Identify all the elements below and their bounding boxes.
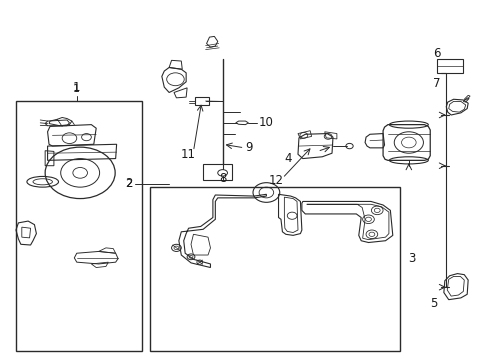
Text: 8: 8 <box>219 172 226 185</box>
Bar <box>16 102 142 351</box>
Text: 4: 4 <box>284 152 291 165</box>
Bar <box>203 164 232 180</box>
Text: 5: 5 <box>429 297 437 310</box>
Bar <box>195 97 208 105</box>
Text: 2: 2 <box>125 179 132 189</box>
Text: 1: 1 <box>73 84 80 94</box>
Text: 12: 12 <box>268 174 283 186</box>
Text: 10: 10 <box>259 116 273 129</box>
Text: 2: 2 <box>125 177 132 190</box>
Text: 7: 7 <box>432 77 439 90</box>
Bar <box>149 187 399 351</box>
Bar <box>436 59 462 73</box>
Text: 1: 1 <box>73 81 81 94</box>
Text: 9: 9 <box>245 141 253 154</box>
Text: 3: 3 <box>407 252 415 265</box>
Text: 6: 6 <box>432 47 439 60</box>
Text: 11: 11 <box>181 148 196 162</box>
